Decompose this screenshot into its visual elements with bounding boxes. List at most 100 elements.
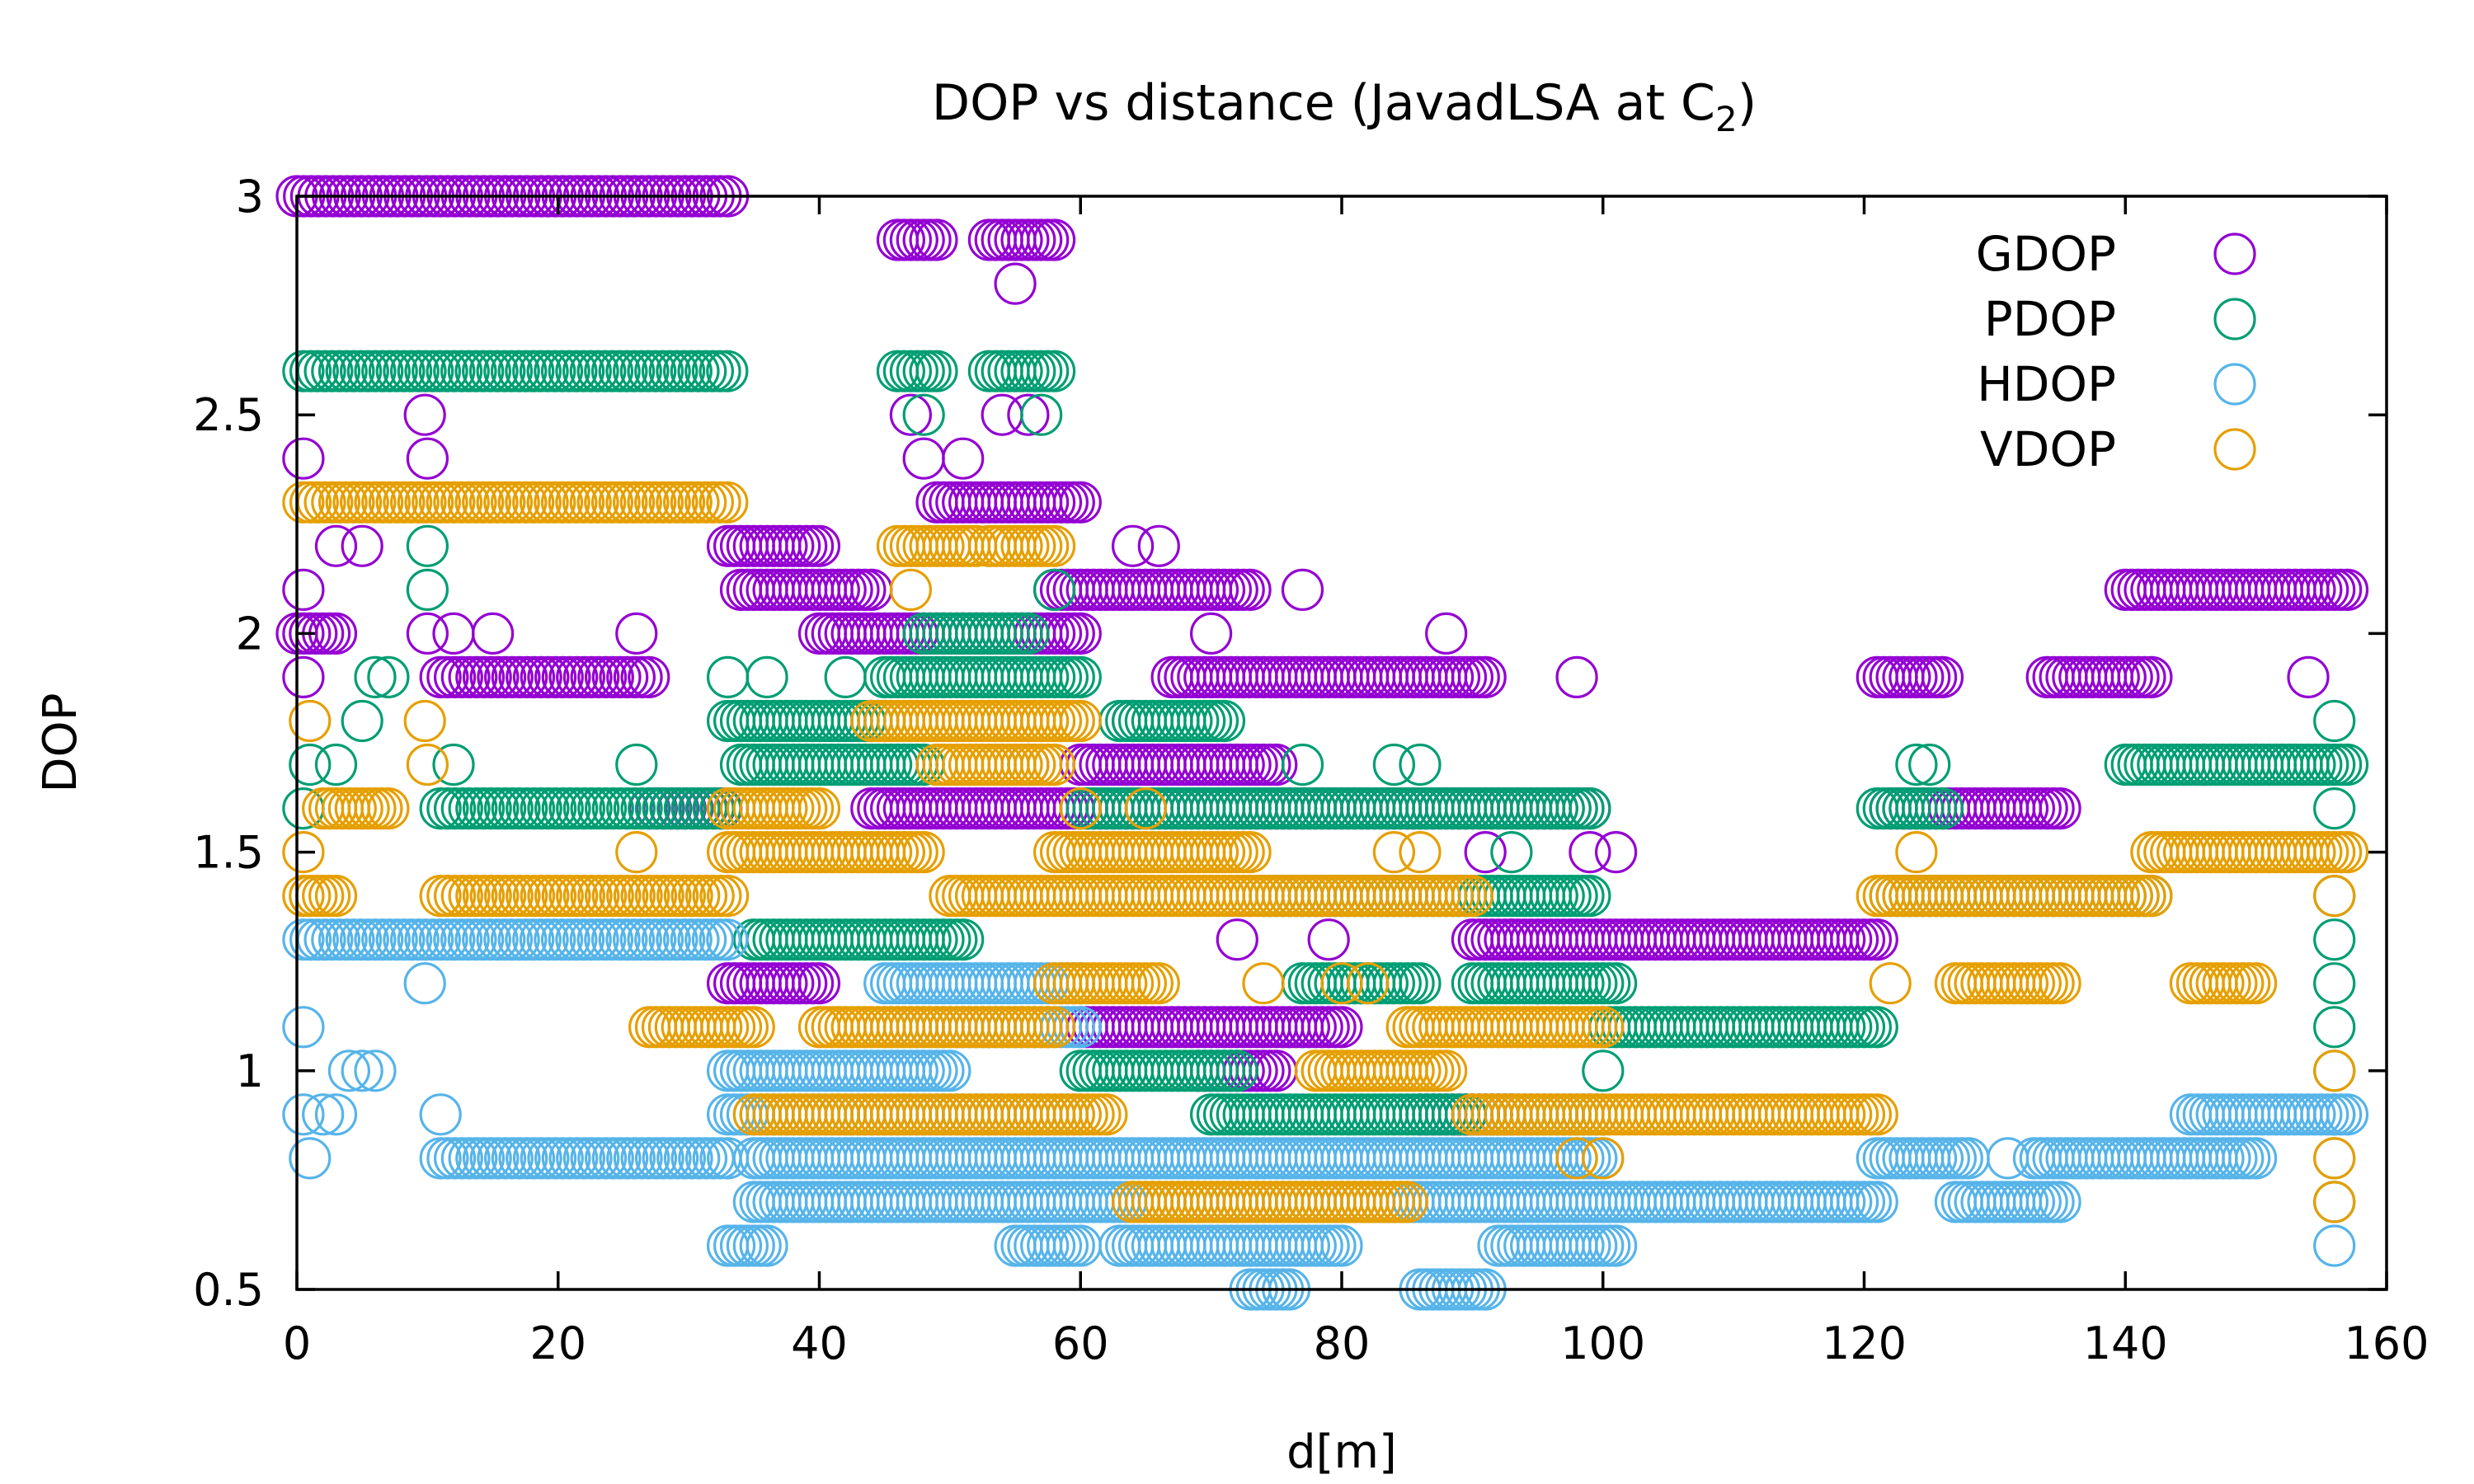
data-point	[1569, 874, 1611, 918]
plot-frame	[295, 195, 2388, 1291]
data-point	[1032, 218, 1076, 261]
chart-title-subscript: 2	[1715, 99, 1738, 139]
y-tick-label: 2.5	[193, 389, 264, 441]
data-point	[1229, 568, 1272, 612]
y-tick-label: 2	[236, 608, 264, 660]
data-point	[1059, 655, 1102, 699]
data-point	[824, 655, 867, 699]
data-point	[289, 699, 332, 743]
x-tick-label: 60	[1052, 1317, 1109, 1369]
data-point	[929, 1050, 971, 1092]
data-point	[1425, 612, 1468, 655]
y-tick-label: 3	[236, 171, 264, 223]
data-point	[2313, 918, 2356, 961]
legend-marker-vdop	[2213, 428, 2256, 471]
data-point	[615, 830, 658, 874]
data-point	[1856, 1181, 1898, 1223]
data-point	[419, 1093, 462, 1136]
data-point	[1869, 962, 1912, 1005]
data-point	[1032, 524, 1076, 567]
data-point	[1987, 1137, 2030, 1180]
data-point	[282, 568, 325, 612]
data-point	[1059, 787, 1102, 830]
data-point	[1385, 1181, 1428, 1223]
data-point	[432, 743, 475, 787]
data-point	[302, 1093, 345, 1136]
data-point	[2313, 699, 2356, 743]
data-point	[2130, 874, 2173, 918]
data-point	[2313, 962, 2356, 1005]
data-point	[341, 1050, 383, 1092]
data-point	[1032, 350, 1076, 392]
x-tick-label: 20	[529, 1317, 586, 1369]
legend-marker-hdop	[2213, 363, 2256, 406]
data-point	[1020, 699, 1063, 743]
data-point	[994, 262, 1037, 305]
data-point	[1059, 612, 1102, 655]
data-point	[2326, 568, 2369, 612]
data-point	[1085, 1093, 1128, 1136]
data-point	[282, 655, 325, 699]
data-point	[341, 524, 383, 567]
data-point	[1032, 1006, 1076, 1049]
axis-ticks-layer: 0 20 40 60 80 100 120 140 160 0.5 1 1.5 2 2.5 3	[193, 171, 2429, 1369]
data-point	[1320, 1224, 1363, 1267]
data-point	[314, 1093, 358, 1136]
data-point	[1582, 1137, 1625, 1180]
data-point	[1490, 830, 1533, 874]
data-point	[1921, 655, 1964, 699]
data-point	[354, 1050, 397, 1092]
data-point	[1594, 1224, 1638, 1267]
data-point	[1594, 830, 1638, 874]
data-point	[403, 699, 446, 743]
data-point	[406, 743, 449, 787]
data-point	[289, 743, 332, 787]
data-point	[2313, 874, 2356, 918]
data-point	[2326, 1093, 2369, 1136]
data-point	[406, 612, 449, 655]
data-point	[1020, 393, 1063, 436]
data-point	[1594, 962, 1638, 1005]
data-point	[1490, 918, 1533, 961]
data-point	[902, 393, 945, 436]
data-point	[902, 830, 945, 874]
data-point	[282, 437, 325, 480]
data-point	[1111, 524, 1155, 567]
data-point	[1137, 962, 1180, 1005]
data-point	[2235, 962, 2278, 1005]
data-point	[1281, 743, 1324, 787]
x-tick-label: 160	[2344, 1317, 2429, 1369]
data-point	[403, 962, 446, 1005]
data-point	[2313, 1224, 2356, 1267]
data-point	[2039, 787, 2081, 830]
data-point	[1255, 743, 1298, 787]
data-point	[1032, 743, 1076, 787]
data-point	[1164, 699, 1206, 743]
data-point	[1347, 962, 1390, 1005]
data-point	[615, 743, 658, 787]
data-point	[745, 655, 788, 699]
data-point	[367, 787, 410, 830]
x-tick-label: 120	[1822, 1317, 1907, 1369]
data-point	[1124, 787, 1168, 830]
data-point	[1569, 830, 1611, 874]
data-point	[1307, 918, 1350, 961]
data-point	[1320, 962, 1363, 1005]
legend-marker-pdop	[2213, 298, 2256, 340]
data-point	[1569, 787, 1611, 830]
data-point	[1582, 1050, 1625, 1092]
y-axis-label: DOP	[34, 693, 87, 793]
data-point	[1464, 655, 1507, 699]
data-point	[367, 655, 410, 699]
x-tick-label: 140	[2083, 1317, 2168, 1369]
data-point	[1007, 393, 1050, 436]
data-point	[314, 874, 358, 918]
series-hdop	[282, 918, 2369, 1311]
data-point	[1229, 830, 1272, 874]
data-point	[2039, 1181, 2081, 1223]
data-point	[2313, 787, 2356, 830]
data-point	[282, 1093, 325, 1136]
data-point	[915, 350, 958, 392]
data-point	[2039, 962, 2081, 1005]
